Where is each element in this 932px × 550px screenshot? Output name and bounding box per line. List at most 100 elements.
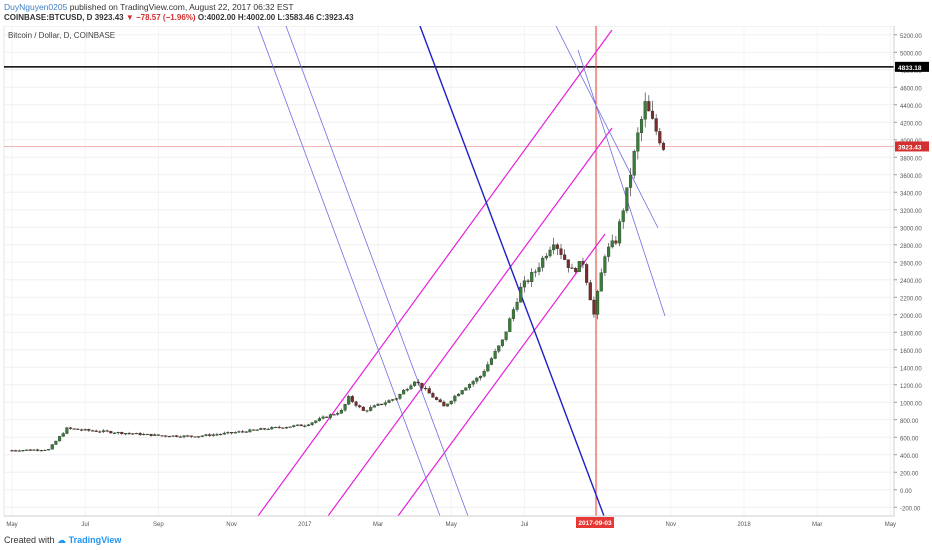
candle-body: [456, 393, 461, 397]
x-tick-label: Jul: [521, 522, 529, 528]
price-change: ▼ −78.57 (−1.96%): [125, 13, 196, 22]
candle-body: [273, 426, 278, 429]
candle-body: [204, 434, 208, 436]
candle-body: [262, 428, 267, 430]
price-chart[interactable]: Bitcoin / Dollar, D, COINBASE 5200.00 500…: [0, 25, 932, 531]
y-axis[interactable]: 5200.005000.004800.004600.004400.004200.…: [893, 26, 922, 516]
footer: Created with ☁ TradingView: [4, 535, 121, 546]
tradingview-brand[interactable]: TradingView: [68, 535, 122, 545]
candle-body: [500, 339, 504, 346]
candle-body: [647, 101, 651, 112]
candle-body: [252, 429, 256, 431]
descending-line-left-2: [285, 25, 469, 517]
y-tick-label: 4400.00: [900, 104, 922, 110]
candle-body: [552, 244, 556, 251]
candle-body: [156, 434, 160, 436]
candle-body: [83, 429, 87, 431]
candle-body: [14, 450, 18, 452]
candle-body: [361, 406, 365, 411]
candles-layer: [10, 92, 666, 452]
candle-body: [226, 432, 230, 434]
x-tick-label: 2017: [298, 522, 312, 528]
candle-body: [431, 393, 435, 398]
candle-body: [504, 331, 508, 340]
candle-body: [654, 118, 658, 132]
candle-body: [548, 249, 552, 257]
candle-body: [427, 388, 431, 394]
date-label-box: [576, 517, 614, 528]
candle-body: [585, 264, 589, 283]
candle-body: [449, 400, 453, 405]
candle-body: [658, 131, 662, 144]
y-tick-label: 5200.00: [900, 34, 922, 40]
x-tick-label: Mar: [373, 522, 383, 528]
candle-body: [50, 444, 54, 450]
descending-line-main: [419, 25, 605, 517]
candle-body: [467, 384, 472, 389]
y-tick-label: 2400.00: [900, 279, 922, 285]
author-link[interactable]: DuyNguyen0205: [4, 2, 68, 12]
candle-body: [497, 345, 501, 352]
chart-area[interactable]: Bitcoin / Dollar, D, COINBASE 5200.00 500…: [0, 25, 932, 531]
y-tick-label: 1400.00: [900, 366, 922, 372]
candle-body: [292, 425, 296, 427]
candle-body: [208, 434, 212, 436]
y-tick-label: 4200.00: [900, 121, 922, 127]
x-tick-label: May: [885, 522, 896, 528]
last-price: 3923.43: [94, 13, 124, 22]
candle-body: [614, 240, 618, 244]
candle-body: [424, 387, 428, 390]
candle-body: [259, 428, 263, 430]
candle-body: [65, 427, 69, 434]
candle-body: [94, 430, 98, 432]
x-tick-label: May: [446, 522, 457, 528]
candle-body: [164, 435, 168, 437]
publish-line: DuyNguyen0205 published on TradingView.c…: [4, 2, 294, 12]
candle-body: [10, 450, 14, 452]
candle-body: [541, 257, 545, 268]
candle-body: [522, 280, 526, 288]
candle-body: [380, 403, 384, 405]
candle-body: [321, 416, 325, 419]
candle-body: [570, 267, 574, 269]
x-tick-label: 2018: [737, 522, 751, 528]
y-tick-label: 200.00: [900, 471, 919, 477]
candle-body: [639, 119, 644, 133]
candle-body: [405, 389, 409, 391]
y-tick-label: 2800.00: [900, 244, 922, 250]
candle-body: [482, 371, 486, 377]
candle-body: [632, 151, 636, 176]
candle-body: [299, 424, 303, 427]
candle-body: [588, 282, 592, 301]
candle-body: [47, 449, 51, 451]
candle-body: [153, 434, 157, 436]
x-tick-label: Nov: [665, 522, 676, 528]
candle-body: [189, 435, 193, 437]
candle-body: [244, 431, 248, 433]
candle-body: [596, 291, 600, 315]
candle-body: [621, 210, 625, 222]
candle-body: [138, 433, 142, 436]
candle-body: [182, 435, 186, 438]
candle-body: [171, 435, 175, 437]
candle-body: [248, 429, 252, 433]
candle-body: [112, 432, 117, 434]
candle-body: [445, 403, 450, 407]
y-tick-label: 2200.00: [900, 296, 922, 302]
y-tick-label: 3400.00: [900, 191, 922, 197]
y-tick-label: 1600.00: [900, 349, 922, 355]
candle-body: [354, 401, 358, 406]
candle-body: [533, 271, 537, 273]
candle-body: [131, 433, 135, 435]
candle-body: [365, 410, 369, 412]
candle-body: [402, 390, 406, 395]
candle-body: [369, 407, 373, 411]
candle-body: [127, 433, 131, 435]
candle-body: [398, 393, 402, 399]
candle-body: [255, 429, 259, 431]
y-tick-label: -200.00: [900, 506, 921, 512]
x-axis[interactable]: MayJulSepNov2017MarMayJulSepNov2018MarMa…: [4, 515, 896, 528]
descending-line-right-2: [577, 49, 666, 317]
drawings-layer[interactable]: [4, 25, 894, 517]
date-label-text: 2017-09-03: [578, 520, 612, 527]
